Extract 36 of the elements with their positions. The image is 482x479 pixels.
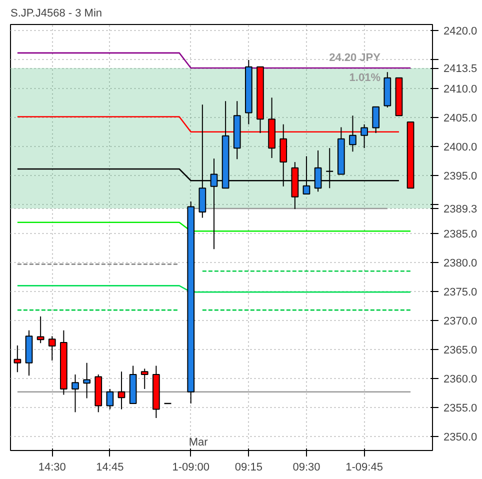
x-tick-label: 14:45 bbox=[96, 462, 124, 474]
y-tick-label: 2420.0 bbox=[444, 25, 478, 38]
candlestick bbox=[36, 316, 44, 344]
y-tick-label: 2360.0 bbox=[444, 374, 478, 386]
chart-title: S.JP.J4568 - 3 Min bbox=[10, 8, 102, 20]
y-tick-label: 2413.5 bbox=[444, 63, 478, 76]
y-tick-label: 2389.3 bbox=[444, 203, 478, 216]
annotation: Mar bbox=[188, 436, 208, 448]
annotation: 1.01% bbox=[349, 72, 381, 84]
candlestick bbox=[118, 371, 126, 410]
candlestick bbox=[106, 388, 114, 410]
x-tick-label: 14:30 bbox=[38, 462, 66, 474]
candlestick bbox=[349, 115, 356, 152]
y-tick-label: 2400.0 bbox=[444, 141, 478, 154]
y-tick-label: 2405.0 bbox=[444, 112, 478, 124]
candlestick bbox=[72, 374, 79, 413]
candlestick bbox=[360, 124, 368, 149]
y-tick-label: 2410.0 bbox=[444, 83, 478, 96]
y-tick-label: 2385.0 bbox=[444, 228, 478, 240]
x-tick-label: 1-09:45 bbox=[346, 462, 383, 474]
candlestick bbox=[140, 368, 148, 390]
y-tick-label: 2365.0 bbox=[444, 344, 478, 357]
y-tick-label: 2395.0 bbox=[444, 170, 478, 182]
candlestick bbox=[83, 362, 90, 399]
y-tick-label: 2375.0 bbox=[444, 286, 478, 298]
x-tick-label: 1-09:00 bbox=[172, 462, 210, 474]
y-tick-label: 2355.0 bbox=[444, 402, 478, 415]
y-tick-label: 2350.0 bbox=[444, 432, 478, 444]
y-tick-label: 2370.0 bbox=[444, 315, 478, 328]
y-tick-label: 2380.0 bbox=[444, 257, 478, 270]
x-tick-label: 09:30 bbox=[292, 462, 320, 474]
candlestick bbox=[14, 344, 22, 373]
annotation: 24.20 JPY bbox=[329, 52, 382, 64]
x-tick-label: 09:15 bbox=[234, 462, 262, 474]
candlestick bbox=[48, 336, 56, 362]
candlestick bbox=[372, 106, 380, 134]
